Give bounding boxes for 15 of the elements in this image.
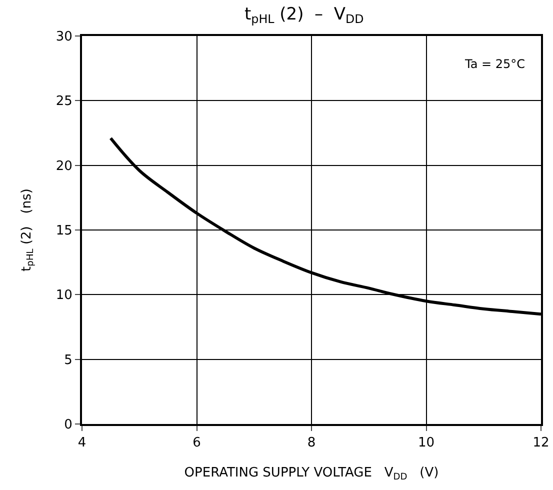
y-tick-label: 20	[56, 158, 72, 174]
x-tick-label: 12	[532, 436, 550, 451]
y-tick-label: 30	[56, 30, 72, 45]
text: OPERATING SUPPLY VOLTAGE V$_{DD}$ (V)	[184, 466, 439, 482]
y-tick-label: 25	[56, 94, 72, 110]
x-tick-label: 10	[418, 436, 435, 451]
y-tick-label: 0	[64, 418, 72, 433]
x-tick-label: 4	[78, 436, 86, 451]
y-tick-label: 10	[56, 288, 72, 304]
y-tick-label: 5	[64, 352, 72, 368]
x-tick-label: 6	[192, 436, 201, 451]
annotation: Ta = 25°C	[464, 57, 526, 71]
x-tick-label: 8	[307, 436, 316, 451]
y-tick-label: 15	[56, 224, 72, 239]
chart-title: t$_{pHL}$ (2) – V$_{DD}$	[244, 4, 364, 26]
